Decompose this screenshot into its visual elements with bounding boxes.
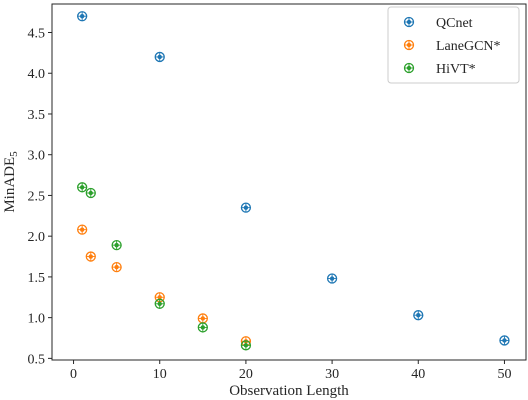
data-point [85, 187, 96, 199]
x-tick-label: 0 [70, 367, 77, 382]
data-point [326, 273, 338, 284]
legend-label: QCnet [436, 16, 473, 31]
x-axis: 0 10 20 30 40 50 [70, 360, 511, 382]
legend: QCnet LaneGCN* HiVT* [387, 6, 520, 84]
y-tick-label: 1.0 [28, 312, 46, 327]
series-qcnet [77, 11, 510, 346]
data-point [154, 298, 165, 309]
y-tick-label: 3.5 [28, 108, 46, 123]
y-tick-label: 4.5 [28, 27, 46, 42]
y-axis-label-subscript: 5 [8, 151, 20, 157]
data-point [85, 251, 96, 262]
y-axis-label-base: MinADE [2, 157, 18, 213]
y-tick-label: 2.5 [28, 189, 46, 204]
data-point [413, 310, 424, 321]
y-axis-label: MinADE5 [2, 151, 20, 213]
y-tick-label: 4.0 [28, 67, 46, 82]
y-tick-label: 1.5 [28, 271, 46, 286]
legend-label: LaneGCN* [436, 39, 501, 54]
y-tick-label: 3.0 [28, 149, 46, 164]
data-point [240, 202, 252, 213]
data-point [77, 11, 88, 22]
y-axis: 0.5 1.0 1.5 2.0 2.5 3.0 3.5 4.0 4.5 [28, 27, 52, 367]
data-point [240, 340, 252, 351]
data-point [77, 182, 88, 193]
x-axis-label: Observation Length [229, 383, 349, 399]
x-tick-label: 10 [153, 367, 167, 382]
y-tick-label: 2.0 [28, 230, 46, 245]
data-points [77, 11, 510, 351]
legend-marker [403, 16, 415, 28]
y-tick-label: 0.5 [28, 352, 46, 367]
x-tick-label: 20 [239, 367, 253, 382]
data-point [77, 224, 88, 235]
series-lanegcn [77, 224, 252, 347]
data-point [197, 322, 208, 333]
series-hivt [77, 182, 252, 351]
data-point [111, 239, 122, 251]
x-tick-label: 40 [411, 367, 425, 382]
data-point [499, 335, 510, 346]
legend-marker [403, 39, 415, 51]
data-point [197, 313, 208, 324]
legend-items: QCnet LaneGCN* HiVT* [403, 16, 501, 77]
x-tick-label: 50 [497, 367, 511, 382]
legend-marker [403, 62, 415, 74]
data-point [154, 51, 165, 63]
x-tick-label: 30 [325, 367, 339, 382]
legend-box [387, 6, 520, 84]
data-point [111, 261, 122, 273]
legend-label: HiVT* [436, 62, 476, 77]
